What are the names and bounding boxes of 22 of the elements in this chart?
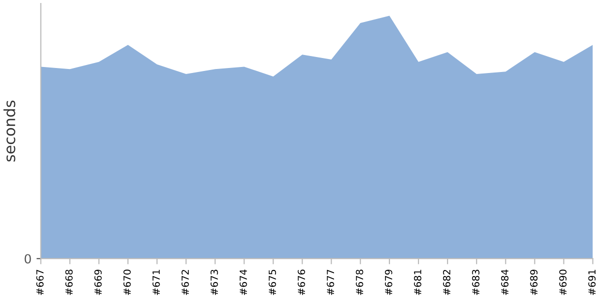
x-tick-label: #669 [94,270,102,295]
x-tick-label: #670 [123,270,131,295]
x-tick-label: #668 [65,270,73,295]
x-tick-label: #679 [384,270,392,295]
text: 0 [24,254,31,264]
x-tick-label: #683 [472,270,480,295]
x-tick-label: #667 [36,270,44,295]
x-tick-label: #690 [559,270,567,295]
x-tick-label: #689 [530,270,538,295]
x-tick-label: #678 [356,270,364,295]
x-tick-label: #674 [240,270,247,295]
x-tick-label: #684 [501,270,508,295]
x-tick-label: #673 [210,270,218,295]
x-tick-label: #675 [268,270,276,295]
x-tick-label: #672 [182,270,189,295]
x-tick-label: #676 [298,270,306,295]
x-tick-label: #681 [414,270,422,295]
x-tick-label: #682 [443,270,450,295]
y-axis-title: seconds [3,100,16,162]
x-tick-label: #671 [152,270,160,295]
x-tick-label: #691 [588,270,596,295]
x-tick-label: #677 [326,270,334,295]
